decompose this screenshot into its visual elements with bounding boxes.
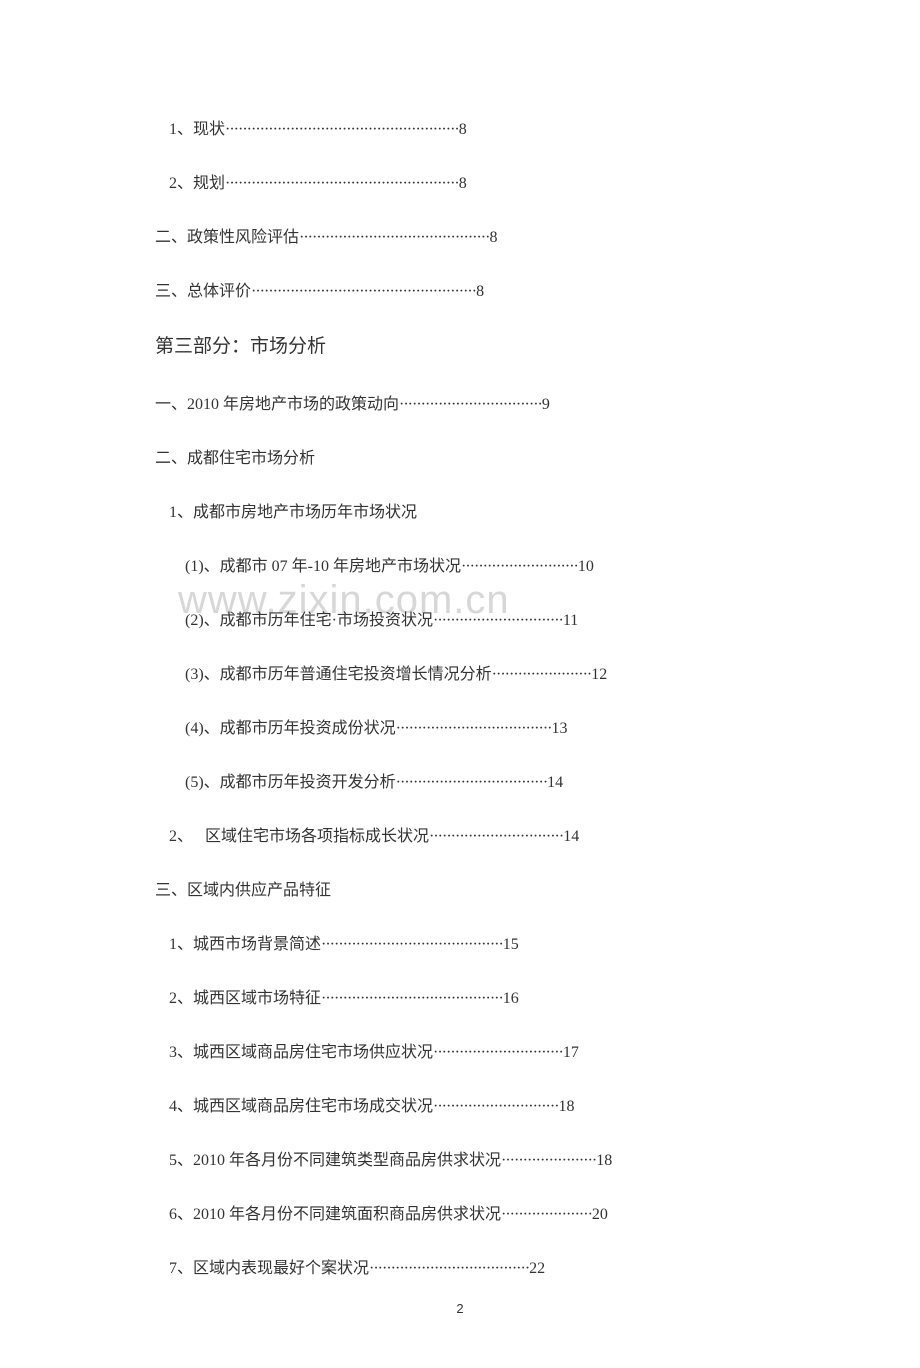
toc-entry-text: 4、城西区域商品房住宅市场成交状况 [169,1092,433,1116]
toc-line: 4、城西区域商品房住宅市场成交状况·······················… [155,1092,765,1116]
toc-entry-text: 1、现状 [169,115,225,139]
toc-line: 一、2010 年房地产市场的政策动向······················… [155,390,765,414]
toc-page-number: 14 [563,828,579,846]
toc-page-number: 11 [563,612,578,630]
toc-entry-text: (5)、成都市历年投资开发分析 [185,768,396,792]
toc-leader-dots: ····················· [501,1206,592,1224]
toc-entry-text: 1、城西市场背景简述 [169,930,321,954]
toc-entry-text: (3)、成都市历年普通住宅投资增长情况分析 [185,660,492,684]
toc-page-number: 16 [503,990,519,1008]
toc-entry-text: 一、2010 年房地产市场的政策动向 [155,390,399,414]
toc-line: 3、城西区域商品房住宅市场供应状况·······················… [155,1038,765,1062]
toc-page-number: 9 [542,396,550,414]
toc-page-number: 22 [529,1260,545,1278]
toc-page-number: 18 [559,1098,575,1116]
toc-line: (3)、成都市历年普通住宅投资增长情况分析···················… [155,660,765,684]
toc-line: 2、规划····································… [155,169,765,193]
toc-line: (5)、成都市历年投资开发分析·························… [155,768,765,792]
toc-leader-dots: ······························· [429,828,563,846]
document-page: www.zixin.com.cn 1、现状···················… [0,0,920,1368]
toc-entry-text: (2)、成都市历年住宅·市场投资状况 [185,606,433,630]
toc-line: 1、现状····································… [155,115,765,139]
toc-leader-dots: ································· [399,396,542,414]
toc-line: 6、2010 年各月份不同建筑面积商品房供求状况················… [155,1200,765,1224]
toc-leader-dots: ········································… [321,936,503,954]
toc-entry-text: 6、2010 年各月份不同建筑面积商品房供求状况 [169,1200,501,1224]
toc-entry-text: 二、政策性风险评估 [155,223,299,247]
toc-line: 7、区域内表现最好个案状况···························… [155,1254,765,1278]
toc-entry-text: 1、成都市房地产市场历年市场状况 [169,498,417,522]
toc-entry-text: 三、区域内供应产品特征 [155,876,331,900]
toc-line: 2、城西区域市场特征······························… [155,984,765,1008]
toc-page-number: 14 [547,774,563,792]
toc-leader-dots: ······························ [433,612,563,630]
toc-page-number: 8 [476,283,484,301]
toc-leader-dots: ····························· [433,1098,559,1116]
toc-leader-dots: ········································… [225,175,459,193]
toc-entry-text: 7、区域内表现最好个案状况 [169,1254,369,1278]
page-number: 2 [0,1301,920,1316]
toc-line: (2)、成都市历年住宅·市场投资状况······················… [155,606,765,630]
toc-leader-dots: ········································… [299,229,489,247]
toc-line: (1)、成都市 07 年-10 年房地产市场状况················… [155,552,765,576]
toc-entry-text: 2、 区域住宅市场各项指标成长状况 [169,822,429,846]
toc-leader-dots: ········································… [251,283,476,301]
toc-leader-dots: ······························ [433,1044,563,1062]
toc-leader-dots: ···································· [396,720,552,738]
toc-line: 1、成都市房地产市场历年市场状况 [155,498,765,522]
toc-line: 1、城西市场背景简述······························… [155,930,765,954]
toc-page-number: 15 [503,936,519,954]
toc-line: 2、 区域住宅市场各项指标成长状况·······················… [155,822,765,846]
toc-entry-text: 2、城西区域市场特征 [169,984,321,1008]
toc-page-number: 20 [592,1206,608,1224]
toc-page-number: 10 [578,558,594,576]
toc-content: 1、现状····································… [155,115,765,1278]
toc-line: 二、政策性风险评估·······························… [155,223,765,247]
toc-leader-dots: ····································· [369,1260,529,1278]
toc-entry-text: 2、规划 [169,169,225,193]
toc-leader-dots: ······················ [501,1152,596,1170]
toc-entry-text: 5、2010 年各月份不同建筑类型商品房供求状况 [169,1146,501,1170]
toc-line: 三、总体评价··································… [155,277,765,301]
toc-line: (4)、成都市历年投资成份状况·························… [155,714,765,738]
toc-leader-dots: ········································… [321,990,503,1008]
toc-entry-text: (4)、成都市历年投资成份状况 [185,714,396,738]
toc-leader-dots: ··································· [396,774,547,792]
toc-leader-dots: ··························· [461,558,578,576]
toc-page-number: 8 [459,121,467,139]
toc-entry-text: (1)、成都市 07 年-10 年房地产市场状况 [185,552,461,576]
toc-line: 三、区域内供应产品特征 [155,876,765,900]
toc-page-number: 8 [489,229,497,247]
toc-leader-dots: ········································… [225,121,459,139]
toc-line: 5、2010 年各月份不同建筑类型商品房供求状况················… [155,1146,765,1170]
toc-page-number: 8 [459,175,467,193]
section-heading: 第三部分：市场分析 [155,331,765,358]
toc-line: 二、成都住宅市场分析 [155,444,765,468]
toc-page-number: 18 [596,1152,612,1170]
toc-page-number: 17 [563,1044,579,1062]
toc-entry-text: 3、城西区域商品房住宅市场供应状况 [169,1038,433,1062]
toc-page-number: 13 [551,720,567,738]
toc-entry-text: 三、总体评价 [155,277,251,301]
toc-page-number: 12 [591,666,607,684]
toc-entry-text: 二、成都住宅市场分析 [155,444,315,468]
toc-leader-dots: ······················· [492,666,592,684]
